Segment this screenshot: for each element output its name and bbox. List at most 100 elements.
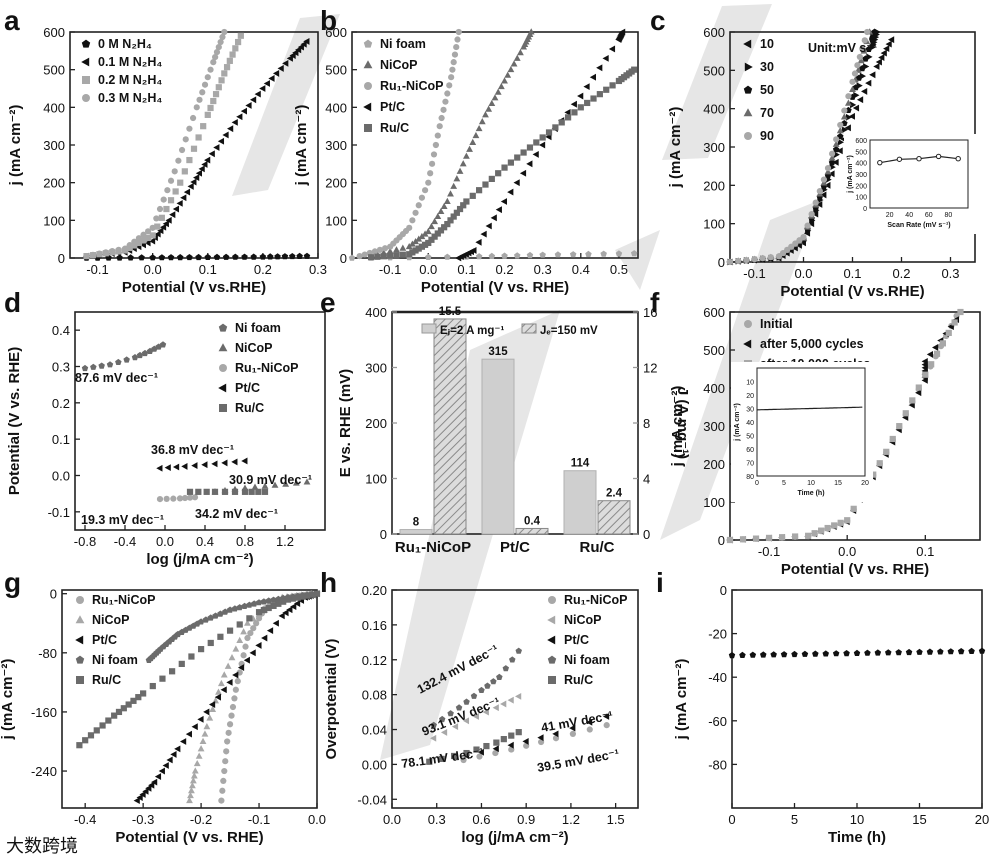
inset-y-tick-label: 400 [855,161,867,168]
data-point [909,397,916,404]
y2-tick-label: 0 [643,527,650,542]
data-point [210,59,217,66]
data-point [957,648,965,655]
data-point [176,495,184,502]
data-point [492,745,499,753]
data-point [228,654,236,661]
y-tick-label: 300 [365,361,387,376]
data-point [845,93,852,100]
data-point [204,253,211,260]
data-point [564,114,572,121]
legend-entry: 50 [760,83,774,97]
legend-entry: 90 [760,129,774,143]
data-point [603,722,610,729]
data-point [509,656,516,663]
data-point [495,170,502,177]
y-tick-label: 0.2 [52,396,70,411]
data-point [615,250,623,257]
inset-point [896,156,903,162]
data-point [294,46,302,54]
data-point [231,488,239,495]
data-point [526,251,534,259]
data-point [545,129,553,136]
data-point [500,700,507,708]
data-point [191,767,199,774]
y-tick-label: 0.04 [362,723,387,738]
data-point [434,212,442,220]
data-point [508,732,515,739]
data-point [501,77,508,84]
data-point [450,182,458,189]
inset-plot: 0 5 10 15 20 80 70 60 50 40 30 20 10 Time (h) j (mA cm… [731,362,873,502]
data-point [197,745,205,752]
data-point [140,231,147,238]
inset-y-tick-label: 30 [746,407,754,414]
data-point [824,524,831,532]
data-point [197,646,205,653]
data-point [240,652,247,659]
data-point [501,252,508,259]
data-point [303,38,310,45]
data-point [156,464,163,472]
data-point [278,612,285,620]
data-point [163,495,170,502]
data-point [444,253,451,260]
data-point [241,457,248,465]
legend-entry: Ru/C [380,121,409,135]
y-tick-label: 0.08 [362,688,387,703]
data-point [271,481,279,488]
data-point [187,183,194,190]
data-point [751,256,758,263]
legend-marker [547,655,557,664]
data-point [223,748,230,755]
data-point [449,66,456,73]
data-point [880,49,887,57]
inset-y-tick-label: 70 [746,461,754,468]
data-point [861,88,868,95]
x-tick-label: 0.0 [794,266,812,281]
inset-frame [756,367,866,477]
data-point [760,651,767,658]
data-point [221,488,229,495]
legend-marker [75,635,84,645]
x-tick-label: 0.3 [309,262,327,277]
x-tick-label: 0.0 [308,812,326,827]
data-point [875,58,882,66]
data-point [255,488,262,495]
y-tick-label: 200 [365,416,387,431]
y-tick-label: 500 [703,343,725,358]
data-point [274,253,281,260]
x-tick-label: -0.2 [190,812,212,827]
data-point [220,777,227,785]
data-point [448,74,455,81]
y-tick-label: 0.0 [52,469,70,484]
data-point [933,350,941,357]
data-point [590,95,597,102]
legend-marker [364,124,372,132]
inset-y-tick-label: 200 [855,183,867,190]
legend-marker [548,596,556,604]
data-point [182,136,189,143]
data-point [532,151,539,158]
data-point [232,645,240,652]
legend-marker [743,39,752,49]
panel-i: i 0 5 10 15 20 -80 -60 -40 -20 0 Time (h) j (mA cm⁻²… [656,567,989,846]
y-axis-label: j (mA cm⁻²) [667,107,684,189]
data-point [82,737,89,744]
data-point [206,714,214,721]
data-point [290,603,297,611]
data-point [460,202,467,209]
data-point [418,232,426,240]
data-point [176,199,183,207]
y-tick-label: 100 [43,213,65,228]
data-point [852,104,860,112]
y-tick-label: 0 [720,583,727,598]
data-point [507,188,514,196]
x-tick-label: 0.1 [916,544,934,559]
data-point [215,688,222,695]
inset-x-tick-label: 60 [925,212,933,219]
data-point [430,721,437,728]
y-axis-label: j (mA cm⁻²) [669,386,686,468]
data-point [237,32,244,39]
data-point [284,596,292,603]
